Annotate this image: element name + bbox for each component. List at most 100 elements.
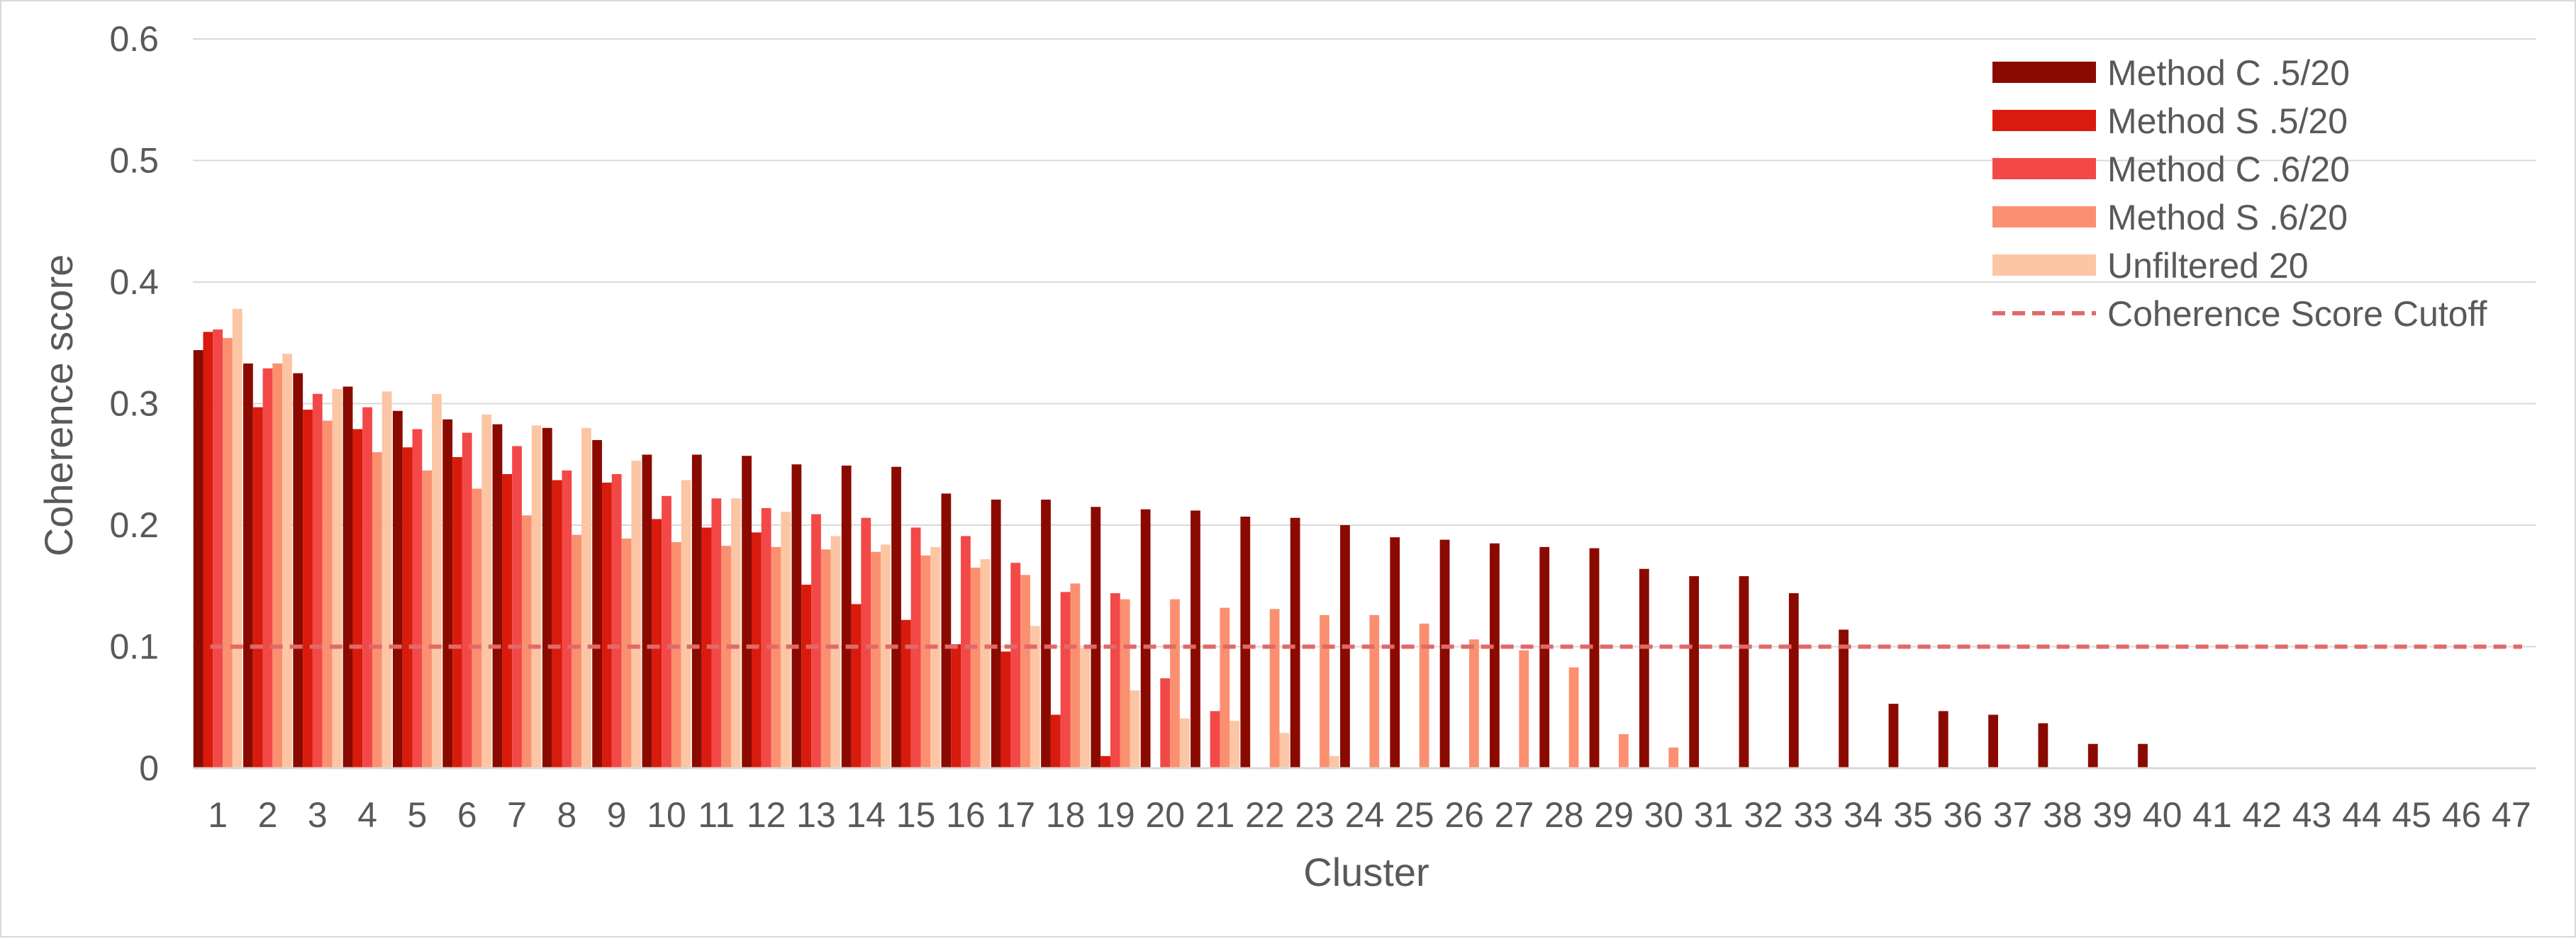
bar <box>1290 517 1300 768</box>
axes: 00.10.20.30.40.50.61 2 3 4 5 6 7 8 9 10 11 12 13 14 15… <box>109 19 2536 835</box>
x-tick-label: 2 <box>258 795 278 835</box>
x-tick-label: 23 <box>1295 795 1334 835</box>
x-tick-label: 31 <box>1694 795 1734 835</box>
bar <box>213 329 223 768</box>
bar <box>1140 509 1151 768</box>
bar <box>1020 575 1030 768</box>
bar <box>1050 714 1061 768</box>
x-tick-label: 26 <box>1444 795 1484 835</box>
bar <box>272 363 283 768</box>
x-tick-label: 36 <box>1944 795 1983 835</box>
legend-swatch <box>1992 158 2096 179</box>
bar <box>830 536 841 768</box>
bar <box>970 568 981 768</box>
bar <box>1130 690 1140 768</box>
bar <box>1988 714 1998 768</box>
bar <box>1469 639 1479 768</box>
x-tick-label: 38 <box>2043 795 2082 835</box>
bar <box>1010 563 1021 768</box>
legend-swatch <box>1992 110 2096 131</box>
bar <box>1668 747 1679 768</box>
bar <box>951 644 961 768</box>
x-tick-label: 43 <box>2292 795 2332 835</box>
bar <box>941 493 952 768</box>
bar <box>1329 755 1339 768</box>
x-tick-label: 27 <box>1495 795 1534 835</box>
y-axis-title: Coherence score <box>36 254 81 556</box>
x-tick-label: 19 <box>1095 795 1135 835</box>
x-tick-label: 4 <box>357 795 377 835</box>
bar <box>611 473 622 768</box>
bar <box>851 604 862 768</box>
bar <box>1080 648 1091 768</box>
bar <box>412 429 423 768</box>
bar <box>1618 733 1629 768</box>
bar <box>711 498 722 768</box>
bar <box>1490 543 1500 768</box>
bar <box>781 512 791 768</box>
bar <box>801 585 812 768</box>
x-tick-label: 28 <box>1544 795 1584 835</box>
bar <box>1210 711 1220 768</box>
bar <box>362 407 373 768</box>
x-tick-label: 24 <box>1345 795 1385 835</box>
bar <box>901 619 911 768</box>
bar <box>381 391 392 768</box>
bar <box>1888 704 1899 768</box>
x-tick-label: 5 <box>408 795 428 835</box>
bar <box>262 368 273 768</box>
bar <box>1589 548 1600 768</box>
legend-label: Method S .6/20 <box>2107 198 2348 237</box>
y-tick-label: 0 <box>139 748 159 788</box>
bar <box>481 414 492 768</box>
bar <box>761 507 771 768</box>
bar <box>562 470 572 768</box>
bar <box>243 363 253 768</box>
bar <box>1788 593 1799 768</box>
legend-label: Method S .5/20 <box>2107 101 2348 141</box>
bar <box>1220 607 1230 768</box>
bar <box>332 388 342 768</box>
x-tick-label: 46 <box>2442 795 2482 835</box>
bar <box>592 439 603 768</box>
x-tick-label: 1 <box>208 795 228 835</box>
bar <box>372 452 382 768</box>
bar <box>631 461 642 768</box>
bar <box>1739 576 1749 768</box>
x-tick-label: 16 <box>946 795 986 835</box>
bar <box>1160 678 1171 768</box>
bar <box>861 517 871 768</box>
x-tick-label: 39 <box>2092 795 2132 835</box>
bar <box>432 393 442 768</box>
bar <box>1070 583 1081 768</box>
y-tick-label: 0.1 <box>109 627 159 667</box>
bar <box>552 480 562 768</box>
bar <box>930 546 941 768</box>
bar <box>1539 546 1550 768</box>
legend: Method C .5/20 Method S .5/20 Method C .6/… <box>1992 53 2487 334</box>
bar <box>452 456 462 768</box>
bar <box>492 424 503 768</box>
bar <box>1120 599 1130 768</box>
bar <box>961 536 971 768</box>
bar <box>392 410 403 768</box>
x-tick-label: 21 <box>1195 795 1235 835</box>
bar <box>681 480 691 768</box>
bar <box>1179 718 1190 768</box>
x-tick-label: 42 <box>2242 795 2282 835</box>
x-tick-label: 33 <box>1794 795 1834 835</box>
legend-swatch <box>1992 254 2096 276</box>
bar <box>402 447 413 768</box>
x-tick-label: 17 <box>996 795 1035 835</box>
bar <box>472 488 482 768</box>
bar <box>891 466 901 768</box>
x-tick-label: 9 <box>607 795 627 835</box>
bar <box>542 427 552 768</box>
bar <box>223 337 233 768</box>
x-tick-label: 7 <box>507 795 527 835</box>
bar <box>980 559 991 768</box>
bar <box>1320 614 1329 768</box>
bar <box>1091 507 1101 768</box>
bar <box>1568 667 1579 768</box>
